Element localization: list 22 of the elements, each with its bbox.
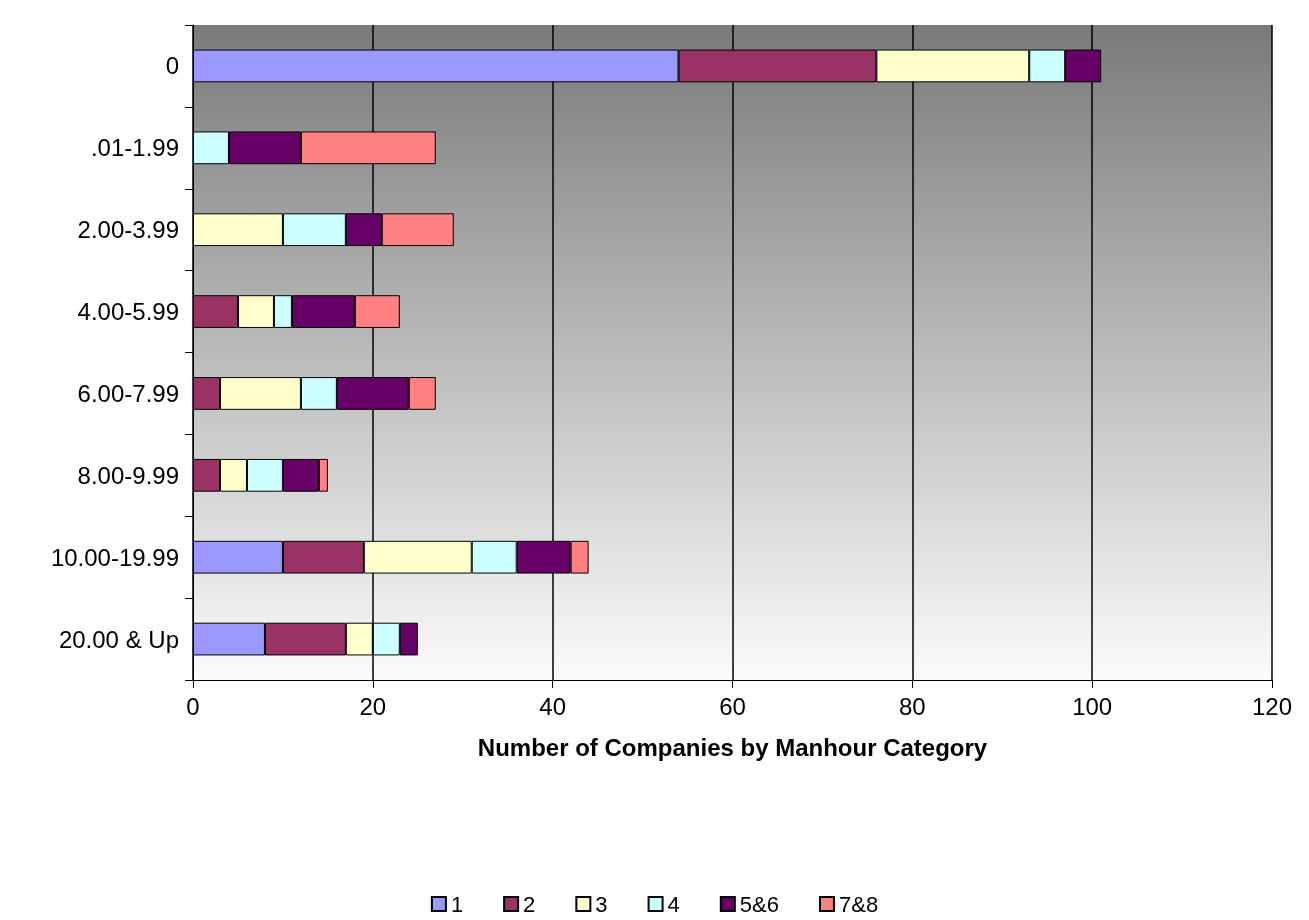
y-tick-label: 4.00-5.99 xyxy=(77,298,179,326)
x-tick-label: 80 xyxy=(898,692,926,720)
y-tick-label: 6.00-7.99 xyxy=(77,379,179,407)
y-tick-label: 8.00-9.99 xyxy=(77,461,179,489)
legend-label: 5&6 xyxy=(739,891,779,917)
legend-label: 1 xyxy=(450,891,464,917)
x-tick-label: 40 xyxy=(539,692,567,720)
legend-label: 4 xyxy=(667,891,680,917)
legend-label: 7&8 xyxy=(838,891,879,917)
x-tick-label: 100 xyxy=(1072,692,1113,720)
x-tick-label: 120 xyxy=(1251,692,1293,720)
x-tick-label: 0 xyxy=(186,692,200,720)
legend-label: 2 xyxy=(523,891,536,917)
y-tick-label: 20.00 & Up xyxy=(58,625,179,653)
y-tick-label: 0 xyxy=(165,52,179,80)
y-tick-label: 10.00-19.99 xyxy=(50,543,179,571)
x-tick-label: 20 xyxy=(359,692,387,720)
y-tick-label: 2.00-3.99 xyxy=(77,216,179,244)
x-axis-title: Number of Companies by Manhour Category xyxy=(477,733,988,761)
x-tick-label: 60 xyxy=(719,692,746,720)
legend-label: 3 xyxy=(595,891,608,917)
y-tick-label: .01-1.99 xyxy=(90,134,179,162)
